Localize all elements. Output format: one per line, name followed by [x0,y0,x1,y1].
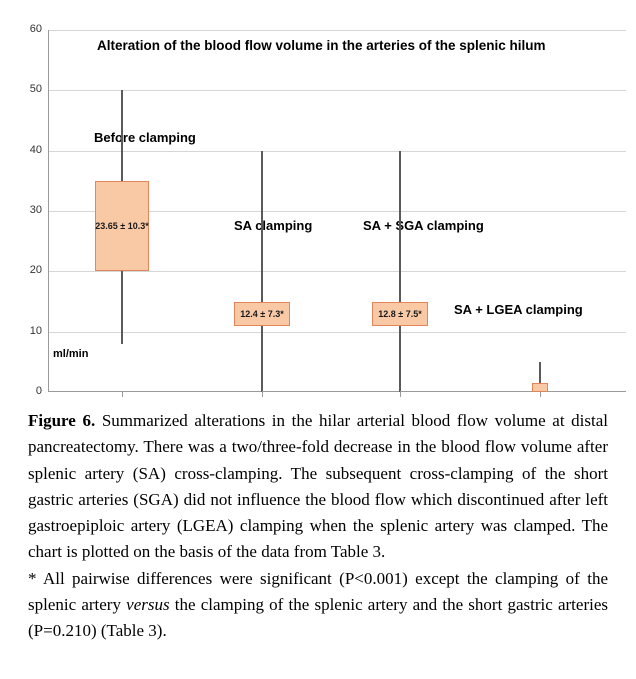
category-label-before-clamping: Before clamping [94,130,196,145]
x-axis-tick [400,391,401,397]
category-label-sa-lgea-clamping: SA + LGEA clamping [454,302,583,317]
category-label-sa-sga-clamping: SA + SGA clamping [363,218,484,233]
x-axis-tick [262,391,263,397]
y-tick-label: 50 [29,83,42,96]
x-axis-tick [122,391,123,397]
y-tick-label: 30 [29,204,42,216]
value-label-1: 23.65 ± 10.3* [95,221,149,232]
value-label-3: 12.8 ± 7.5* [378,308,422,319]
box-3 [372,301,428,326]
y-axis-unit-label: ml/min [53,348,89,360]
gridline [48,150,626,152]
value-label-2: 12.4 ± 7.3* [240,308,284,319]
whisker-3 [399,150,401,392]
y-tick-label: 10 [29,324,42,337]
chart-title: Alteration of the blood flow volume in t… [97,38,546,53]
y-tick-label: 40 [29,143,42,156]
blood-flow-chart: Alteration of the blood flow volume in t… [29,23,626,397]
footnote-pre: * All pairwise differences were signific… [28,568,608,615]
caption-paragraph: Figure 6. Summarized alterations in the … [28,408,608,566]
category-label-sa-clamping: SA clamping [234,218,313,233]
y-axis-line [48,30,49,392]
box-2 [234,301,290,326]
y-tick-label: 60 [29,23,42,35]
figure-caption: Figure 6. Summarized alterations in the … [28,408,608,645]
gridline [48,211,626,212]
whisker-4 [539,361,541,392]
box-1 [95,180,149,272]
y-tick-label: 0 [35,385,42,397]
footnote-paragraph: * All pairwise differences were signific… [28,566,608,645]
gridline [48,90,626,92]
whisker-2 [261,150,263,392]
caption-body: Summarized alterations in the hilar arte… [28,411,608,562]
footnote-post: the clamping of the splenic artery and t… [28,595,608,641]
box-4 [532,382,548,392]
gridline [48,30,626,31]
x-axis-line [48,391,626,392]
figure-label: Figure 6. [28,411,96,430]
footnote-italic: versus [126,595,170,615]
x-axis-tick [540,391,541,397]
plot-area: Alteration of the blood flow volume in t… [30,23,626,397]
gridline [48,271,626,273]
y-tick-label: 20 [29,264,42,277]
gridline [48,331,626,333]
